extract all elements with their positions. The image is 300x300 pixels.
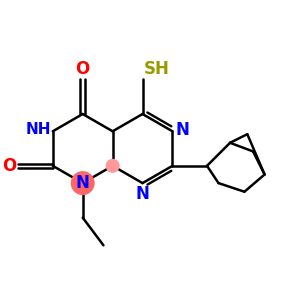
- Text: O: O: [3, 157, 17, 175]
- Text: N: N: [136, 184, 149, 202]
- Text: O: O: [76, 60, 90, 78]
- Text: N: N: [76, 174, 90, 192]
- Text: SH: SH: [144, 60, 170, 78]
- Circle shape: [106, 160, 119, 172]
- Text: NH: NH: [26, 122, 51, 137]
- Text: N: N: [175, 121, 189, 139]
